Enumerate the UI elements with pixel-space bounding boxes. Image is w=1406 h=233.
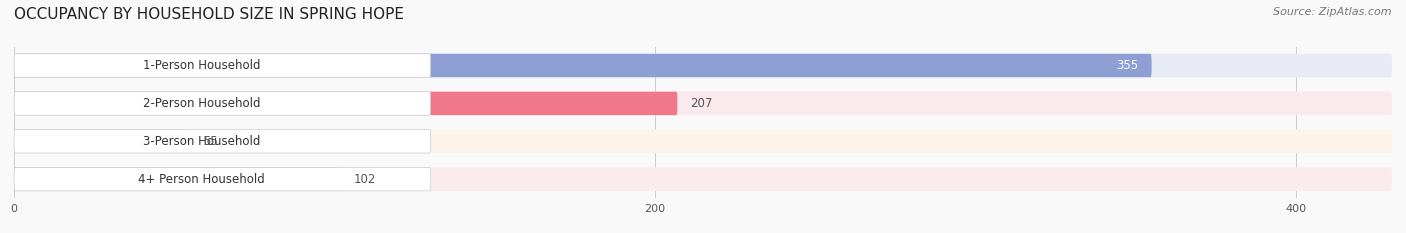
FancyBboxPatch shape [14,54,1392,77]
FancyBboxPatch shape [14,130,1392,153]
Text: Source: ZipAtlas.com: Source: ZipAtlas.com [1274,7,1392,17]
Text: 355: 355 [1116,59,1139,72]
Text: 2-Person Household: 2-Person Household [143,97,260,110]
FancyBboxPatch shape [14,92,678,115]
FancyBboxPatch shape [14,130,430,153]
FancyBboxPatch shape [14,167,340,191]
FancyBboxPatch shape [14,54,1152,77]
Text: 207: 207 [690,97,713,110]
FancyBboxPatch shape [14,130,190,153]
Text: 1-Person Household: 1-Person Household [143,59,260,72]
Text: 3-Person Household: 3-Person Household [143,135,260,148]
FancyBboxPatch shape [14,54,430,77]
Text: OCCUPANCY BY HOUSEHOLD SIZE IN SPRING HOPE: OCCUPANCY BY HOUSEHOLD SIZE IN SPRING HO… [14,7,404,22]
FancyBboxPatch shape [14,92,1392,115]
FancyBboxPatch shape [14,167,1392,191]
Text: 55: 55 [202,135,218,148]
Text: 4+ Person Household: 4+ Person Household [138,173,264,186]
Text: 102: 102 [354,173,375,186]
FancyBboxPatch shape [14,167,430,191]
FancyBboxPatch shape [14,92,430,115]
